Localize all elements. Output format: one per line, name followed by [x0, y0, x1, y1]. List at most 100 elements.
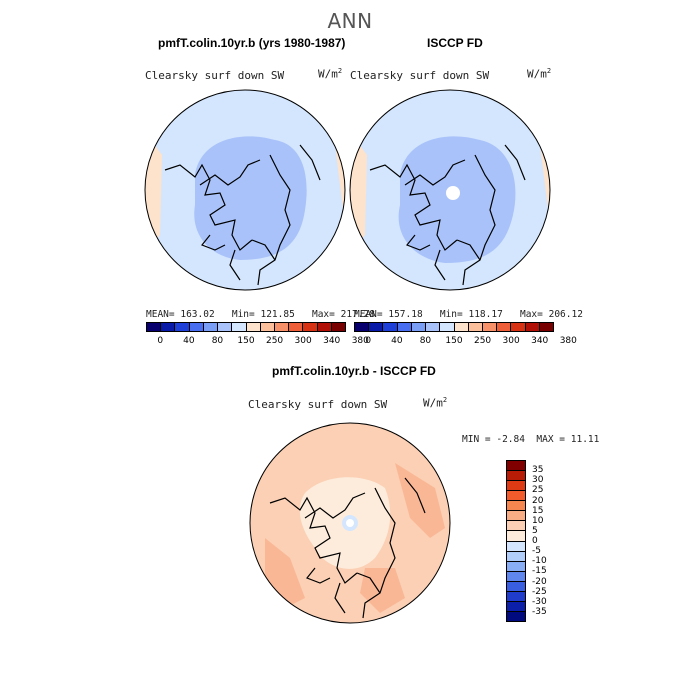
colorbar-swatch [507, 551, 525, 562]
colorbar-diff [506, 460, 526, 622]
colorbar-tick-label: 380 [351, 336, 369, 346]
colorbar-swatch [303, 323, 318, 331]
colorbar-tick-label: 300 [502, 336, 520, 346]
colorbar-tick-label: 150 [237, 336, 255, 346]
colorbar-swatch [175, 323, 190, 331]
colorbar-swatch [331, 323, 346, 331]
colorbar-tick-label: 15 [532, 505, 544, 516]
coastlines [269, 477, 426, 619]
colorbar-swatch [260, 323, 275, 331]
colorbar-swatch [507, 581, 525, 592]
colorbar-tick-label: 5 [532, 525, 538, 536]
colorbar-tick-label: -35 [532, 606, 547, 617]
colorbar-swatch [497, 323, 512, 331]
colorbar-swatch [147, 323, 162, 331]
colorbar-swatch [189, 323, 204, 331]
units-label-model: W/m2 [318, 67, 343, 81]
colorbar-swatch [507, 481, 525, 492]
coastlines [369, 144, 526, 286]
coastlines [164, 144, 321, 286]
map-panel-diff [249, 422, 451, 624]
colorbar-swatch [507, 571, 525, 582]
colorbar-swatch [232, 323, 247, 331]
colorbar-tick-label: 150 [445, 336, 463, 346]
colorbar-swatch [507, 461, 525, 472]
colorbar-swatch [369, 323, 384, 331]
map-panel-obs [349, 89, 551, 291]
map-boundary [249, 422, 451, 624]
colorbar-swatch [539, 323, 554, 331]
mid-region [194, 136, 307, 260]
colorbar-tick-label: -25 [532, 586, 547, 597]
colorbar-tick-label: -5 [532, 546, 541, 557]
colorbar-tick-label: -15 [532, 566, 547, 577]
colorbar-tick-label: -10 [532, 556, 547, 567]
colorbar-obs [354, 322, 554, 332]
diff-pole-hole [346, 519, 354, 527]
colorbar-tick-label: -20 [532, 576, 547, 587]
pole-hole [446, 186, 460, 200]
colorbar-swatch [507, 501, 525, 512]
colorbar-tick-label: 250 [473, 336, 492, 346]
colorbar-swatch [507, 611, 525, 621]
colorbar-swatch [507, 541, 525, 552]
colorbar-swatch [507, 471, 525, 482]
colorbar-tick-label: 40 [391, 336, 403, 346]
colorbar-swatch [161, 323, 176, 331]
map-boundary [349, 89, 551, 291]
figure-title: ANN [327, 9, 373, 33]
colorbar-swatch [507, 561, 525, 572]
colorbar-tick-label: 0 [157, 336, 164, 346]
mid-region [398, 136, 516, 263]
colorbar-swatch [289, 323, 304, 331]
colorbar-swatch [397, 323, 412, 331]
colorbar-tick-label: 300 [294, 336, 312, 346]
colorbar-tick-label: 80 [419, 336, 432, 346]
colorbar-swatch [507, 601, 525, 612]
colorbar-ticks-diff: 35 30 25 20 15 10 5 0 -5 -10 -15 -20 -25 -30 -35 [532, 460, 572, 622]
colorbar-tick-label: 25 [532, 485, 544, 496]
colorbar-tick-label: 250 [265, 336, 284, 346]
colorbar-swatch [411, 323, 427, 331]
colorbar-tick-label: 80 [211, 336, 224, 346]
map-boundary [144, 89, 346, 291]
colorbar-swatch [482, 323, 498, 331]
variable-label-diff: Clearsky surf down SW [248, 398, 388, 411]
colorbar-tick-label: 340 [531, 336, 549, 346]
colorbar-swatch [507, 511, 525, 522]
colorbar-swatch [511, 323, 526, 331]
panel-title-diff: pmfT.colin.10yr.b - ISCCP FD [272, 364, 436, 378]
colorbar-swatch [468, 323, 483, 331]
colorbar-swatch [507, 521, 525, 532]
stats-diff: MIN = -2.84 MAX = 11.11 [462, 434, 600, 445]
colorbar-swatch [507, 591, 525, 602]
colorbar-tick-label: 30 [532, 475, 544, 486]
panel-title-obs: ISCCP FD [427, 36, 483, 50]
variable-label-model: Clearsky surf down SW [145, 69, 285, 82]
colorbar-swatch [440, 323, 455, 331]
colorbar-tick-label: 0 [365, 336, 372, 346]
colorbar-tick-label: 340 [323, 336, 341, 346]
colorbar-swatch [454, 323, 469, 331]
map-panel-model [144, 89, 346, 291]
colorbar-tick-label: 35 [532, 465, 544, 476]
colorbar-swatch [426, 323, 441, 331]
panel-title-model: pmfT.colin.10yr.b (yrs 1980-1987) [158, 36, 346, 50]
colorbar-swatch [317, 323, 332, 331]
colorbar-swatch [507, 491, 525, 502]
colorbar-swatch [203, 323, 219, 331]
colorbar-swatch [525, 323, 540, 331]
colorbar-swatch [355, 323, 370, 331]
colorbar-model [146, 322, 346, 332]
units-label-obs: W/m2 [527, 67, 552, 81]
colorbar-tick-label: 20 [532, 495, 544, 506]
colorbar-swatch [274, 323, 290, 331]
colorbar-tick-label: 380 [559, 336, 577, 346]
units-label-diff: W/m2 [423, 396, 448, 410]
stats-model: MEAN= 163.02 Min= 121.85 Max= 217.28 [146, 309, 375, 320]
colorbar-tick-label: 0 [532, 536, 538, 546]
colorbar-swatch [507, 531, 525, 542]
variable-label-obs: Clearsky surf down SW [350, 69, 490, 82]
colorbar-tick-label: 40 [183, 336, 195, 346]
colorbar-swatch [246, 323, 261, 331]
